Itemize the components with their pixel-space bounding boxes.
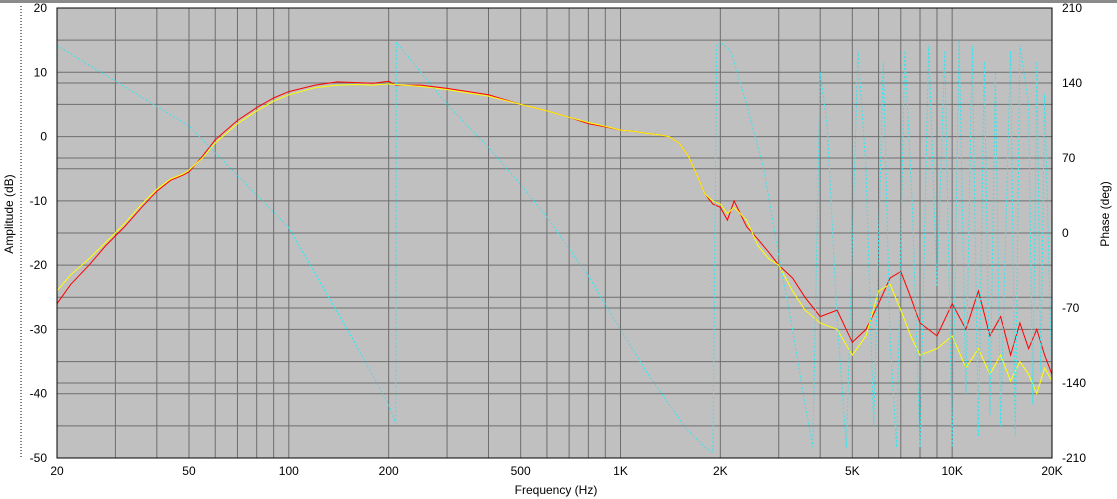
- x-tick-label: 2K: [713, 464, 728, 478]
- y-axis-right-title: Phase (deg): [1098, 181, 1112, 246]
- y-left-tick-label: 10: [34, 65, 48, 79]
- x-tick-label: 5K: [845, 464, 860, 478]
- y-right-tick-label: 140: [1062, 76, 1082, 90]
- y-axis-left-title: Amplitude (dB): [2, 174, 16, 253]
- y-right-tick-label: 0: [1062, 226, 1069, 240]
- x-axis-title: Frequency (Hz): [515, 483, 598, 497]
- y-left-tick-label: 20: [34, 1, 48, 15]
- y-right-tick-label: 210: [1062, 1, 1082, 15]
- y-left-tick-label: -20: [30, 258, 48, 272]
- y-left-tick-label: -40: [30, 387, 48, 401]
- x-tick-label: 20K: [1041, 464, 1062, 478]
- x-tick-label: 50: [182, 464, 196, 478]
- series-line-3: [56, 40, 1053, 454]
- x-tick-label: 500: [511, 464, 531, 478]
- y-right-tick-label: 70: [1062, 151, 1076, 165]
- x-tick-label: 200: [379, 464, 399, 478]
- y-left-tick-label: -10: [30, 194, 48, 208]
- x-tick-label: 20: [50, 464, 64, 478]
- y-left-tick-label: 0: [40, 130, 47, 144]
- plot-area: [56, 7, 1053, 459]
- y-right-tick-label: -140: [1062, 376, 1086, 390]
- y-right-tick-label: -210: [1062, 451, 1086, 465]
- x-tick-label: 10K: [941, 464, 962, 478]
- y-left-tick-label: -50: [30, 451, 48, 465]
- x-tick-label: 1K: [613, 464, 628, 478]
- window-top-border: [0, 0, 1117, 3]
- y-left-tick-label: -30: [30, 322, 48, 336]
- x-tick-label: 100: [279, 464, 299, 478]
- y-right-tick-label: -70: [1062, 301, 1080, 315]
- tick-labels: 20 50 100 200 500 1K 2K 5K 10K 20K20100-10-20-30-…: [30, 1, 1087, 478]
- plot-frame: [56, 7, 1053, 459]
- series-line-2: [56, 83, 1053, 396]
- series-group: [56, 40, 1053, 454]
